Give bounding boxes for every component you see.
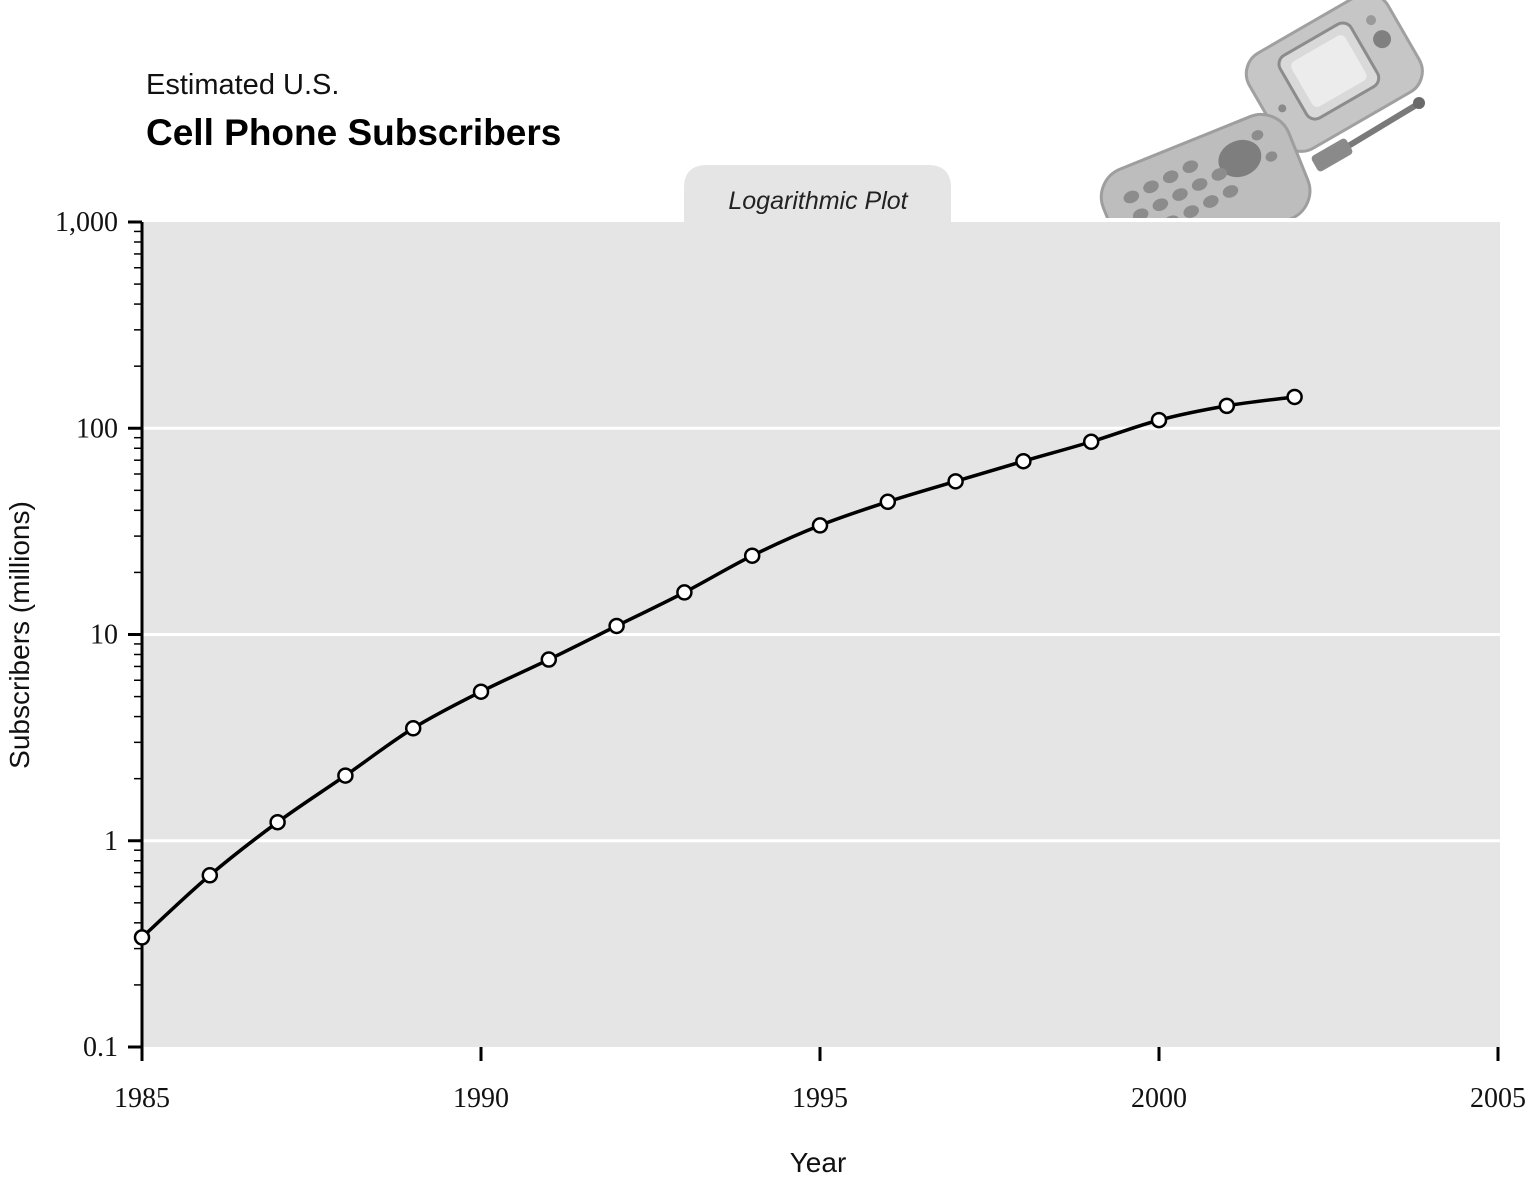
x-axis-title: Year <box>790 1147 847 1178</box>
y-tick-label: 10 <box>90 620 118 651</box>
data-point <box>540 651 558 668</box>
plot-tab <box>684 165 951 222</box>
data-point <box>1218 397 1236 415</box>
flip-phone-icon <box>1099 0 1425 218</box>
x-tick-label: 1995 <box>792 1083 848 1114</box>
y-axis-title: Subscribers (millions) <box>4 501 35 769</box>
data-point <box>947 473 964 490</box>
x-tick-label: 2000 <box>1131 1083 1187 1114</box>
x-tick-label: 1990 <box>453 1083 509 1114</box>
data-point <box>404 720 422 737</box>
data-point <box>1015 452 1032 470</box>
x-tick-label: 1985 <box>114 1083 170 1114</box>
data-point <box>201 867 219 884</box>
data-point <box>743 547 761 564</box>
data-point <box>608 617 625 635</box>
plot-tab-label: Logarithmic Plot <box>728 187 908 215</box>
y-tick-label: 100 <box>76 413 118 444</box>
data-point <box>1286 388 1303 406</box>
data-point <box>337 767 354 784</box>
data-point <box>676 584 693 601</box>
data-point <box>811 517 829 534</box>
x-tick-label: 2005 <box>1470 1083 1526 1114</box>
y-tick-label: 1,000 <box>55 207 118 238</box>
data-point <box>1082 433 1100 451</box>
data-point <box>472 683 490 700</box>
chart-title: Cell Phone Subscribers <box>146 112 561 153</box>
data-point <box>133 929 151 946</box>
data-point <box>1150 411 1168 429</box>
chart-subtitle: Estimated U.S. <box>146 69 339 101</box>
y-tick-label: 0.1 <box>83 1032 118 1063</box>
y-tick-label: 1 <box>104 826 118 857</box>
data-point <box>879 493 897 511</box>
data-point <box>269 813 286 831</box>
